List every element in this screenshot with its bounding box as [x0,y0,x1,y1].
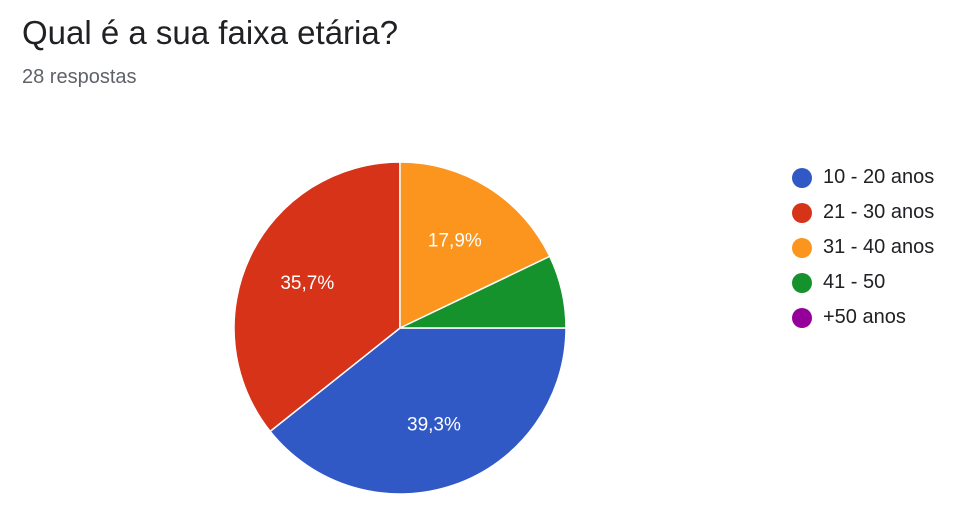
response-count: 28 respostas [22,66,137,88]
legend-item-2[interactable]: 21 - 30 anos [792,195,934,230]
legend-item-4[interactable]: 41 - 50 [792,265,934,300]
pie-slice-1[interactable] [269,327,567,495]
legend-label: +50 anos [823,306,906,328]
legend-swatch-icon [792,237,812,258]
legend-swatch-icon [792,272,812,293]
chart-legend: 10 - 20 anos 21 - 30 anos 31 - 40 anos 41 -… [792,160,934,335]
slice-data-label-3: 17,9% [428,230,482,251]
legend-label: 10 - 20 anos [823,166,935,188]
slice-data-label-2: 35,7% [280,273,334,294]
legend-swatch-icon [792,307,812,328]
legend-item-1[interactable]: 10 - 20 anos [792,160,934,195]
legend-label: 21 - 30 anos [823,201,935,223]
pie-slice-2[interactable] [233,161,401,433]
legend-item-5[interactable]: +50 anos [792,300,934,335]
pie-slice-4[interactable] [399,255,567,329]
legend-label: 41 - 50 [823,271,886,293]
legend-swatch-icon [792,202,812,223]
legend-item-3[interactable]: 31 - 40 anos [792,230,934,265]
slice-data-label-1: 39,3% [407,415,461,436]
legend-label: 31 - 40 anos [823,236,935,258]
legend-swatch-icon [792,167,812,188]
pie-slice-3[interactable] [399,161,551,330]
chart-title: Qual é a sua faixa etária? [22,14,399,51]
